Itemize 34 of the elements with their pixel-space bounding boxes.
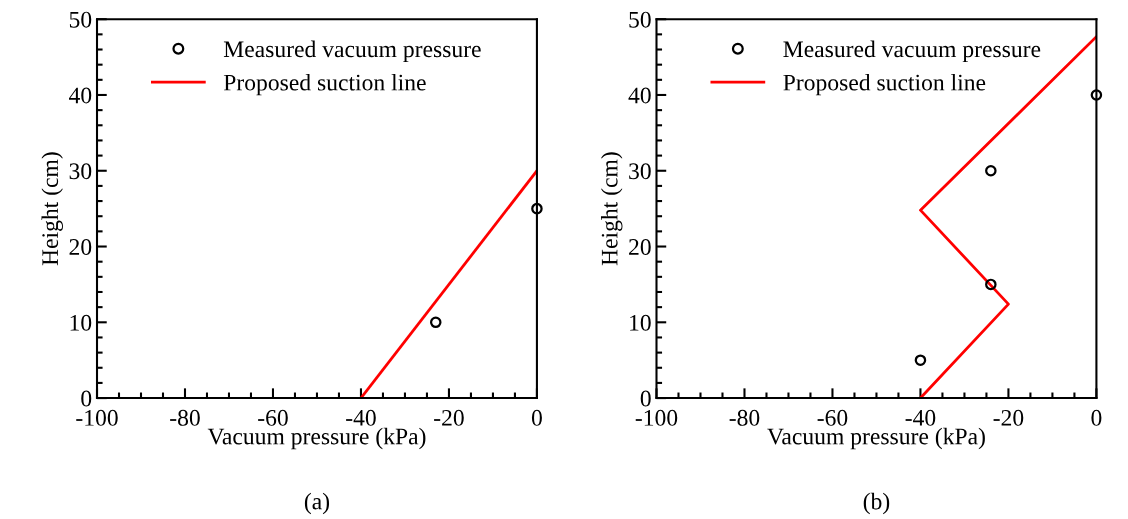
y-axis-title: Height (cm) [41,152,63,266]
x-tick-label: -60 [817,409,848,426]
x-tick-label: -40 [346,409,376,426]
x-tick-label: 0 [531,409,542,426]
y-tick-label: 10 [70,314,92,331]
y-tick-label: 50 [629,11,651,28]
x-tick-label: -60 [258,409,288,426]
y-tick-label: 40 [69,87,92,104]
y-tick-label: 30 [629,163,651,180]
y-tick-label: 20 [629,239,651,255]
legend-label: Proposed suction line [783,73,986,96]
text: (a) [304,492,330,515]
x-tick-label: -20 [434,409,464,426]
y-axis-title: Height (cm) [600,152,623,266]
x-tick-label: 0 [1091,409,1102,426]
legend-label: Measured vacuum pressure [783,40,1041,63]
x-tick-label: -80 [729,409,760,426]
y-tick-label: 30 [69,163,92,180]
x-tick-label: -20 [993,409,1024,426]
x-axis-title: Vacuum pressure (kPa) [207,427,426,450]
legend-label: Proposed suction line [223,73,426,96]
y-tick-label: 50 [69,11,92,28]
x-tick-label: -80 [170,409,200,426]
y-tick-label: 0 [81,390,92,407]
y-tick-label: 20 [69,239,92,255]
x-tick-label: -40 [905,409,936,426]
legend-label: Measured vacuum pressure [223,40,481,63]
x-tick-label: -100 [635,409,678,426]
y-tick-label: 10 [630,314,651,331]
y-tick-label: 0 [640,390,651,407]
x-tick-label: -100 [76,409,118,426]
text: (b) [863,492,890,515]
x-axis-title: Vacuum pressure (kPa) [767,427,985,450]
y-tick-label: 40 [628,87,651,104]
